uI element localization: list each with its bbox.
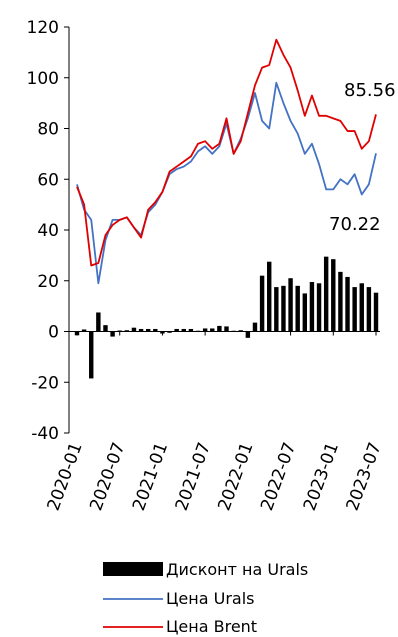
y-tick-label: -20 <box>31 373 59 393</box>
discount-bar <box>160 331 165 334</box>
x-tick-label: 2023-01 <box>300 440 343 514</box>
discount-bar <box>331 259 336 332</box>
discount-bar <box>267 261 272 332</box>
discount-bar <box>153 328 158 332</box>
legend: Дисконт на Urals Цена Urals Цена Brent <box>103 560 308 636</box>
x-tick-label: 2023-07 <box>343 440 386 514</box>
discount-bar <box>89 331 94 379</box>
price-lines <box>76 38 377 285</box>
discount-bar <box>302 293 308 332</box>
discount-bar <box>274 287 279 332</box>
x-tick-label: 2020-07 <box>86 440 129 514</box>
y-tick-label: 80 <box>37 120 59 140</box>
discount-bar <box>188 328 194 332</box>
discount-bar <box>224 326 229 332</box>
x-tick-label: 2020-01 <box>44 440 87 514</box>
y-tick-label: 0 <box>48 323 59 343</box>
urals-price-line <box>76 81 377 285</box>
x-tick-label: 2022-01 <box>214 440 257 514</box>
discount-bar <box>252 322 258 332</box>
x-tick-label: 2021-01 <box>129 440 172 514</box>
discount-bar <box>117 330 122 332</box>
legend-label-brent: Цена Brent <box>166 617 257 636</box>
discount-bar <box>295 285 300 332</box>
discount-bar <box>103 325 108 332</box>
discount-bar <box>81 329 87 332</box>
x-tick-label: 2021-07 <box>172 440 215 514</box>
y-tick-label: 60 <box>37 170 59 190</box>
discount-bar <box>217 325 222 332</box>
discount-bar <box>167 331 172 333</box>
brent-price-line <box>76 38 377 267</box>
discount-bar <box>96 312 101 332</box>
discount-bar <box>352 287 357 332</box>
value-annotations: 85.56 70.22 <box>329 80 396 235</box>
discount-bar <box>131 327 137 332</box>
x-tick-label: 2022-07 <box>257 440 300 514</box>
discount-bar <box>338 271 343 332</box>
discount-bar <box>74 331 80 336</box>
discount-bar <box>174 328 179 332</box>
y-tick-label: 40 <box>37 221 59 241</box>
discount-bar <box>345 276 350 332</box>
urals-last-value-label: 70.22 <box>329 214 381 235</box>
legend-label-discount: Дисконт на Urals <box>166 560 308 579</box>
discount-bar <box>195 330 201 332</box>
discount-bar <box>359 283 364 332</box>
legend-swatch-discount <box>103 562 163 576</box>
discount-bar <box>202 328 208 332</box>
discount-bar <box>281 285 286 332</box>
discount-bar <box>316 283 322 332</box>
brent-last-value-label: 85.56 <box>344 80 396 101</box>
y-tick-label: 120 <box>27 18 59 38</box>
discount-bar <box>210 328 215 332</box>
discount-bar <box>366 287 372 332</box>
legend-label-urals: Цена Urals <box>166 589 255 608</box>
discount-bar <box>245 331 251 338</box>
discount-bar <box>309 282 315 332</box>
discount-bar <box>259 275 265 332</box>
discount-bar <box>181 328 186 332</box>
discount-bar <box>373 292 379 332</box>
discount-bar <box>238 330 243 332</box>
y-tick-label: -40 <box>31 424 59 444</box>
discount-bar <box>145 328 151 332</box>
discount-bar <box>323 256 329 332</box>
discount-bar <box>124 330 130 332</box>
y-tick-label: 100 <box>27 69 59 89</box>
discount-bar <box>231 330 236 332</box>
discount-bar <box>110 331 115 337</box>
discount-bar <box>288 278 293 332</box>
y-tick-label: 20 <box>37 272 59 292</box>
discount-bars <box>74 256 379 379</box>
discount-bar <box>138 328 144 332</box>
